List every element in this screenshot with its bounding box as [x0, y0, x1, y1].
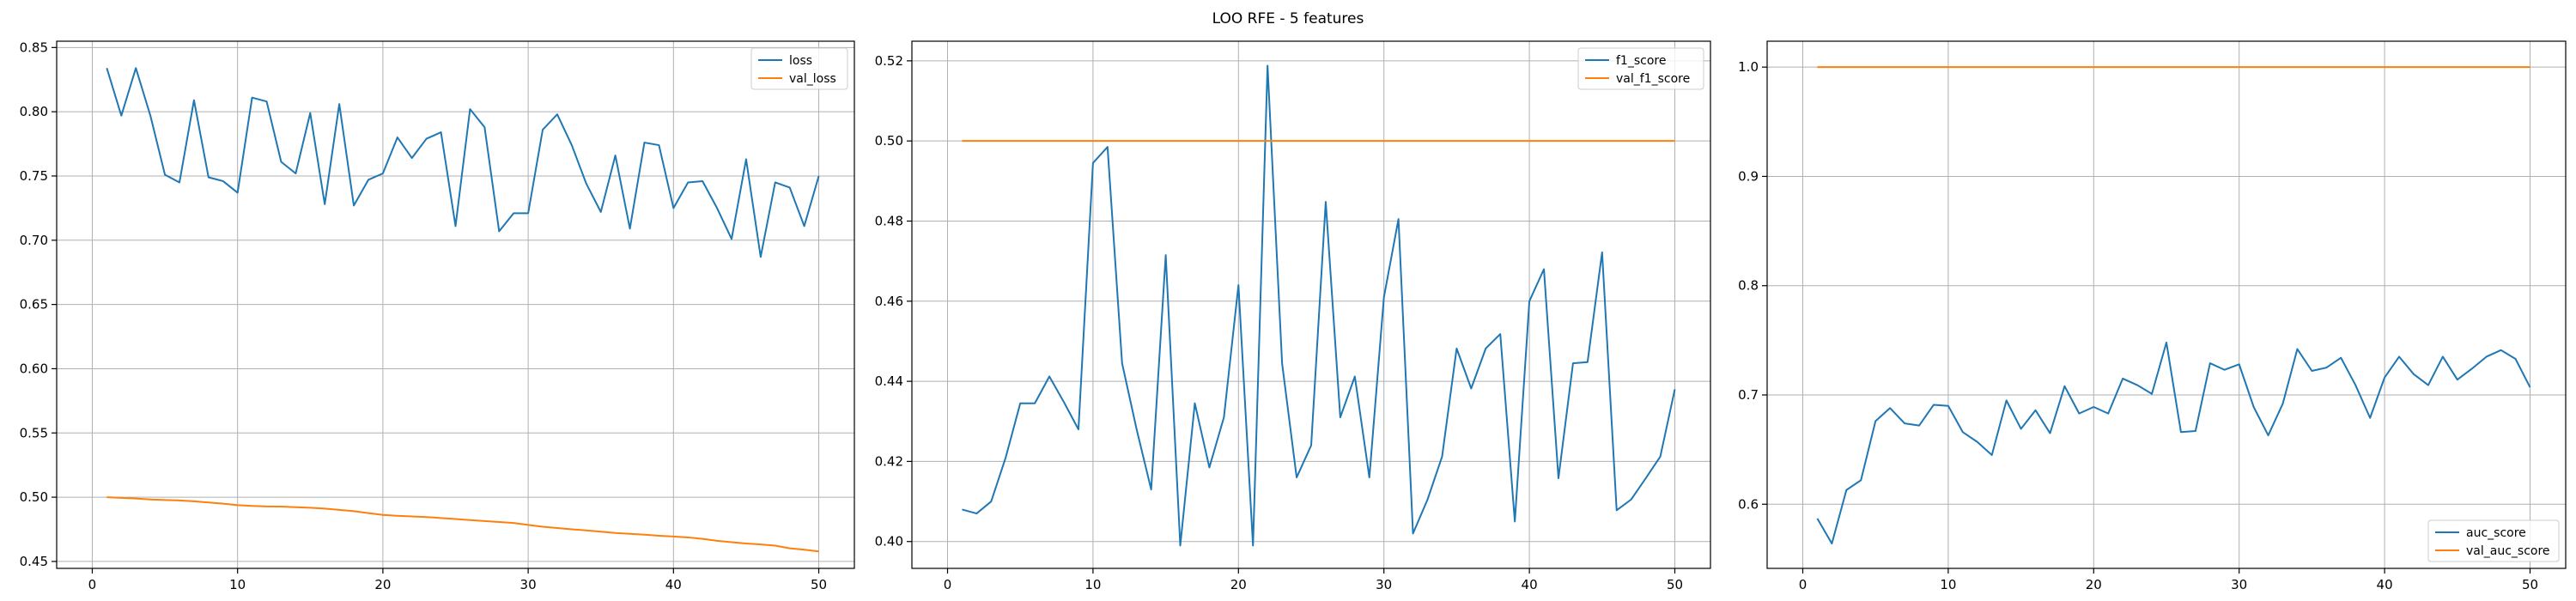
y-tick-label: 0.55: [20, 425, 48, 440]
x-tick-label: 40: [2377, 577, 2393, 592]
figure-title: LOO RFE - 5 features: [1212, 10, 1364, 27]
x-tick-label: 10: [1940, 577, 1956, 592]
y-tick-label: 0.65: [20, 297, 48, 313]
y-tick-label: 0.50: [875, 133, 903, 149]
x-tick-label: 20: [1230, 577, 1247, 592]
x-tick-label: 30: [2231, 577, 2247, 592]
legend-box: [1577, 47, 1704, 90]
x-tick-label: 30: [1376, 577, 1392, 592]
axes-frame: [1766, 40, 2567, 569]
y-tick-label: 0.40: [875, 534, 903, 549]
y-tick-label: 0.45: [20, 554, 48, 569]
legend: auc_score val_auc_score: [2427, 519, 2560, 562]
legend: f1_score val_f1_score: [1577, 47, 1704, 90]
legend-label: f1_score: [1616, 54, 1666, 68]
y-tick-label: 1.0: [1738, 59, 1759, 75]
legend-label: val_auc_score: [2466, 544, 2550, 558]
series-line-f1-score: [962, 64, 1676, 547]
legend: loss val_loss: [750, 47, 848, 90]
x-tick-label: 50: [811, 577, 827, 592]
x-tick-label: 0: [944, 577, 952, 592]
x-tick-label: 50: [2522, 577, 2538, 592]
legend-label: val_f1_score: [1616, 72, 1690, 86]
axes-frame: [911, 40, 1711, 569]
y-tick-label: 0.75: [20, 168, 48, 184]
series-line-val-loss: [106, 496, 819, 553]
legend-label: loss: [789, 54, 812, 68]
chart-panel-2: 0 10 20 30 40 50 0.40 0.42 0.44 0.46 0.48 0.50 0.52 f…: [875, 40, 1711, 592]
y-tick-label: 0.9: [1738, 168, 1759, 184]
y-tick-label: 0.85: [20, 39, 48, 55]
x-tick-label: 40: [665, 577, 682, 592]
legend-box: [2427, 519, 2560, 562]
y-tick-label: 0.80: [20, 104, 48, 119]
y-tick-label: 0.70: [20, 233, 48, 248]
x-tick-label: 0: [88, 577, 97, 592]
x-tick-label: 30: [520, 577, 537, 592]
y-tick-label: 0.46: [875, 294, 903, 309]
series-line-auc-score: [1816, 341, 2531, 545]
y-tick-label: 0.48: [875, 213, 903, 228]
x-tick-label: 20: [374, 577, 391, 592]
y-tick-label: 0.50: [20, 489, 48, 505]
x-tick-label: 20: [2086, 577, 2102, 592]
y-tick-label: 0.60: [20, 361, 48, 376]
x-tick-label: 0: [1799, 577, 1807, 592]
y-tick-label: 0.42: [875, 453, 903, 469]
x-tick-label: 10: [1084, 577, 1101, 592]
y-tick-label: 0.7: [1738, 387, 1759, 403]
legend-label: val_loss: [789, 72, 836, 86]
x-tick-label: 50: [1667, 577, 1683, 592]
x-tick-label: 40: [1522, 577, 1538, 592]
chart-panel-3: 0 10 20 30 40 50 0.6 0.7 0.8 0.9 1.0 auc_score val_a…: [1738, 40, 2567, 592]
series-line-loss: [106, 67, 820, 258]
x-tick-label: 10: [229, 577, 246, 592]
y-tick-label: 0.44: [875, 373, 903, 389]
y-tick-label: 0.8: [1738, 278, 1759, 294]
legend-label: auc_score: [2466, 526, 2526, 540]
y-tick-label: 0.6: [1738, 496, 1759, 512]
y-tick-label: 0.52: [875, 53, 903, 69]
chart-panel-1: 0 10 20 30 40 50 0.45 0.50 0.55 0.60 0.65 0.70 0.75 0…: [20, 39, 855, 592]
